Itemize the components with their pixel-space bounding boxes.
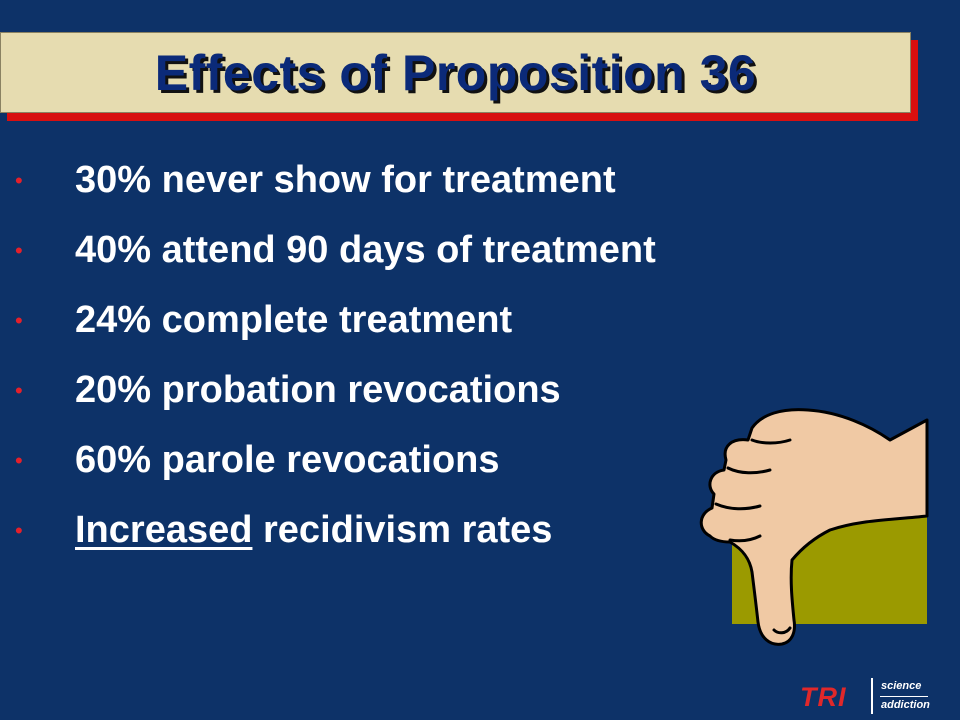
bullet-text: 40% attend 90 days of treatment — [75, 229, 656, 271]
bullet-text: 20% probation revocations — [75, 369, 561, 411]
bullet-item: • 60% parole revocations — [0, 435, 800, 485]
bullet-dot: • — [15, 518, 23, 543]
logo-line2: addiction — [881, 699, 930, 711]
bullet-dot: • — [15, 168, 23, 193]
bullet-text: Increased recidivism rates — [75, 505, 552, 555]
bullet-item: • 30% never show for treatment — [0, 155, 800, 205]
title-banner: Effects of Proposition 36 — [0, 32, 911, 113]
thumb-finger-line — [714, 502, 762, 511]
thumb-crease — [772, 626, 792, 635]
thumbs-down-icon — [699, 408, 929, 646]
bullet-dot: • — [15, 378, 23, 403]
slide-title: Effects of Proposition 36 — [154, 44, 757, 101]
logo-rule — [880, 696, 928, 697]
bullet-item: • 40% attend 90 days of treatment — [0, 225, 800, 275]
bullet-text: 30% never show for treatment — [75, 159, 616, 201]
bullet-dot: • — [15, 238, 23, 263]
thumb-finger-line — [728, 534, 762, 543]
thumb-finger-line — [750, 438, 792, 445]
bullet-item: • Increased recidivism rates — [0, 505, 800, 555]
thumb-hand — [699, 408, 929, 646]
bullet-dot: • — [15, 448, 23, 473]
logo-divider — [871, 678, 873, 714]
logo-name: TRI — [800, 682, 847, 712]
logo-line1: science — [881, 680, 922, 692]
bullet-dot: • — [15, 308, 23, 333]
bullet-text-rest: recidivism rates — [252, 509, 553, 551]
bullet-item: • 24% complete treatment — [0, 295, 800, 345]
underlined-word: Increased — [75, 509, 253, 551]
bullet-text: 60% parole revocations — [75, 439, 500, 481]
tri-logo: TRI science addiction — [800, 676, 950, 716]
bullet-text: 24% complete treatment — [75, 299, 513, 341]
thumb-finger-line — [726, 466, 772, 475]
bullet-item: • 20% probation revocations — [0, 365, 800, 415]
